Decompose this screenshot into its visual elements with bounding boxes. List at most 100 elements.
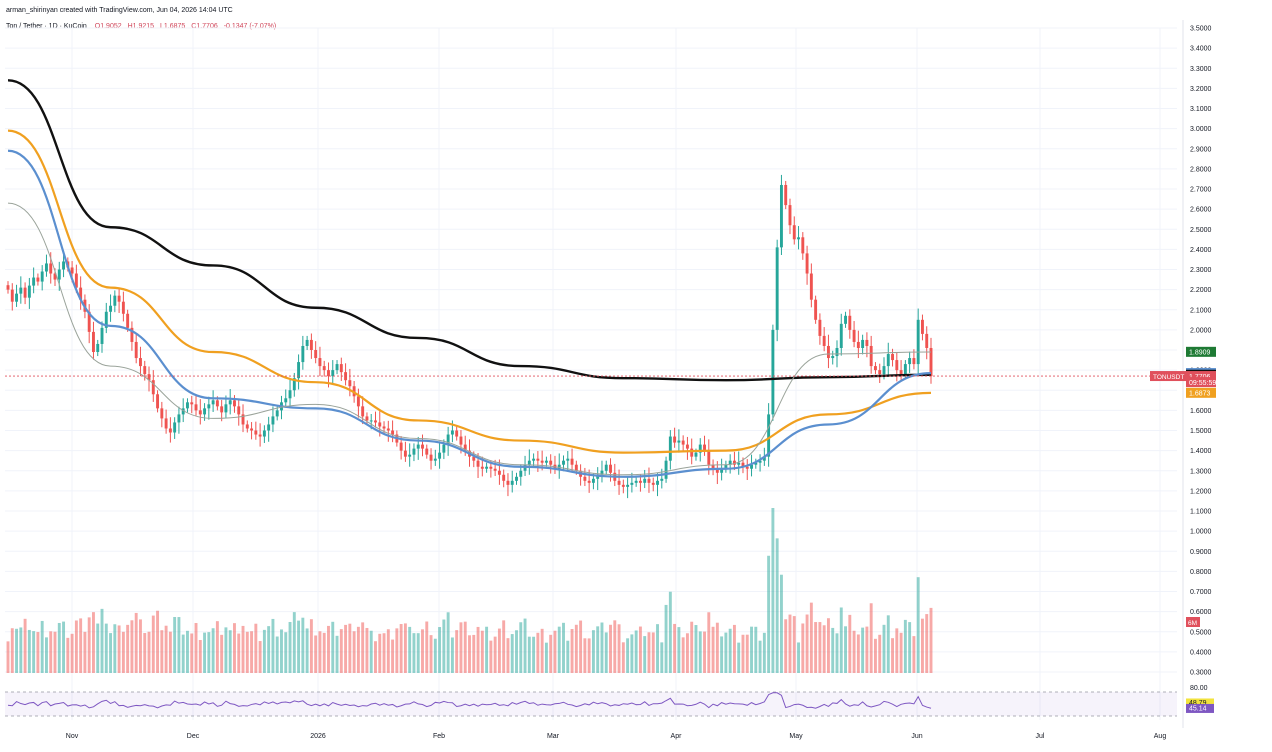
candle-body — [544, 460, 548, 463]
candle-body — [6, 285, 10, 290]
volume-bar — [899, 632, 903, 673]
x-tick-label: Feb — [433, 733, 445, 740]
candle-body — [809, 273, 813, 300]
candle-body — [493, 468, 497, 471]
volume-bar — [40, 620, 44, 673]
volume-bar — [386, 629, 390, 673]
candle-body — [40, 271, 44, 282]
candle-body — [660, 478, 664, 481]
candle-body — [566, 458, 570, 461]
volume-bar — [908, 622, 912, 673]
candle-body — [673, 436, 677, 443]
candle-body — [775, 247, 779, 330]
y-tick-label: 1.5000 — [1190, 428, 1212, 435]
volume-bar — [754, 626, 758, 673]
candle-body — [822, 335, 826, 346]
volume-bar — [711, 626, 715, 673]
candle-body — [15, 293, 18, 302]
volume-bar — [104, 623, 108, 673]
volume-bar — [117, 625, 121, 673]
volume-bar — [408, 626, 412, 673]
candle-body — [532, 458, 536, 461]
y-tick-label: 2.8000 — [1190, 166, 1212, 173]
ma-line — [7, 79, 932, 382]
candle-body — [489, 466, 493, 469]
candle-body — [852, 329, 856, 342]
volume-bar — [297, 620, 301, 673]
candle-body — [365, 416, 369, 421]
volume-bar — [211, 628, 215, 673]
volume-bar — [677, 627, 681, 673]
volume-bar — [750, 626, 753, 673]
volume-bar — [668, 591, 672, 673]
volume-bar — [673, 623, 677, 673]
volume-bar — [160, 630, 164, 673]
volume-bar — [788, 614, 792, 673]
candle-body — [284, 398, 288, 403]
candle-body — [617, 480, 621, 485]
candle-body — [856, 341, 860, 348]
candle-body — [391, 430, 395, 435]
y-tick-label: 2.0000 — [1190, 327, 1212, 334]
price-tag-box — [1186, 377, 1216, 388]
volume-bar — [775, 538, 779, 673]
candle-body — [403, 450, 407, 457]
volume-bar — [707, 612, 711, 673]
candle-body — [45, 263, 48, 272]
x-tick-label: Apr — [671, 733, 683, 740]
volume-bar — [831, 627, 835, 673]
volume-bar — [352, 631, 356, 673]
candle-body — [638, 480, 642, 483]
candle-body — [250, 428, 254, 431]
candle-body — [207, 404, 211, 409]
candle-body — [779, 184, 783, 248]
candle-body — [788, 205, 792, 226]
volume-bar — [335, 635, 339, 673]
candle-body — [198, 410, 202, 415]
candle-body — [450, 430, 454, 435]
volume-bar — [438, 627, 442, 673]
candle-body — [848, 315, 852, 330]
volume-bar — [728, 628, 732, 673]
volume-bar — [284, 632, 288, 673]
volume-bar — [912, 636, 916, 673]
volume-bar — [634, 630, 638, 673]
volume-bar — [844, 626, 847, 673]
volume-bar — [305, 628, 309, 673]
candle-body — [117, 295, 121, 302]
volume-bar — [600, 622, 604, 673]
candle-body — [79, 287, 83, 300]
volume-bar — [805, 614, 809, 673]
volume-bar — [903, 619, 907, 673]
candle-body — [126, 313, 130, 328]
volume-bar — [66, 637, 70, 673]
candle-body — [386, 428, 390, 431]
candle-body — [707, 450, 711, 465]
volume-bar — [459, 622, 463, 673]
candle-body — [382, 426, 386, 429]
volume-bar — [630, 634, 634, 673]
rsi-value-tag-box — [1186, 703, 1214, 713]
candle-body — [621, 484, 625, 487]
y-tick-label: 2.5000 — [1190, 227, 1212, 234]
candles — [6, 174, 933, 499]
candle-body — [921, 319, 924, 334]
y-tick-label: 2.1000 — [1190, 307, 1212, 314]
ma-line — [7, 149, 932, 478]
volume-bar — [331, 621, 335, 673]
volume-bar — [570, 629, 574, 673]
x-tick-label: Dec — [187, 733, 200, 740]
candle-body — [784, 184, 788, 206]
volume-bar — [403, 623, 407, 673]
volume-bar — [685, 633, 689, 673]
candle-body — [771, 329, 775, 415]
volume-bar — [57, 622, 61, 673]
price-tag-label: 09:55:59 — [1189, 380, 1216, 387]
ohlc-high: H1.9215 — [127, 23, 155, 30]
volume-bar — [929, 607, 933, 673]
volume-bar — [245, 631, 249, 673]
candle-body — [844, 315, 847, 324]
volume-bar — [762, 632, 766, 673]
volume-bar — [87, 617, 91, 673]
